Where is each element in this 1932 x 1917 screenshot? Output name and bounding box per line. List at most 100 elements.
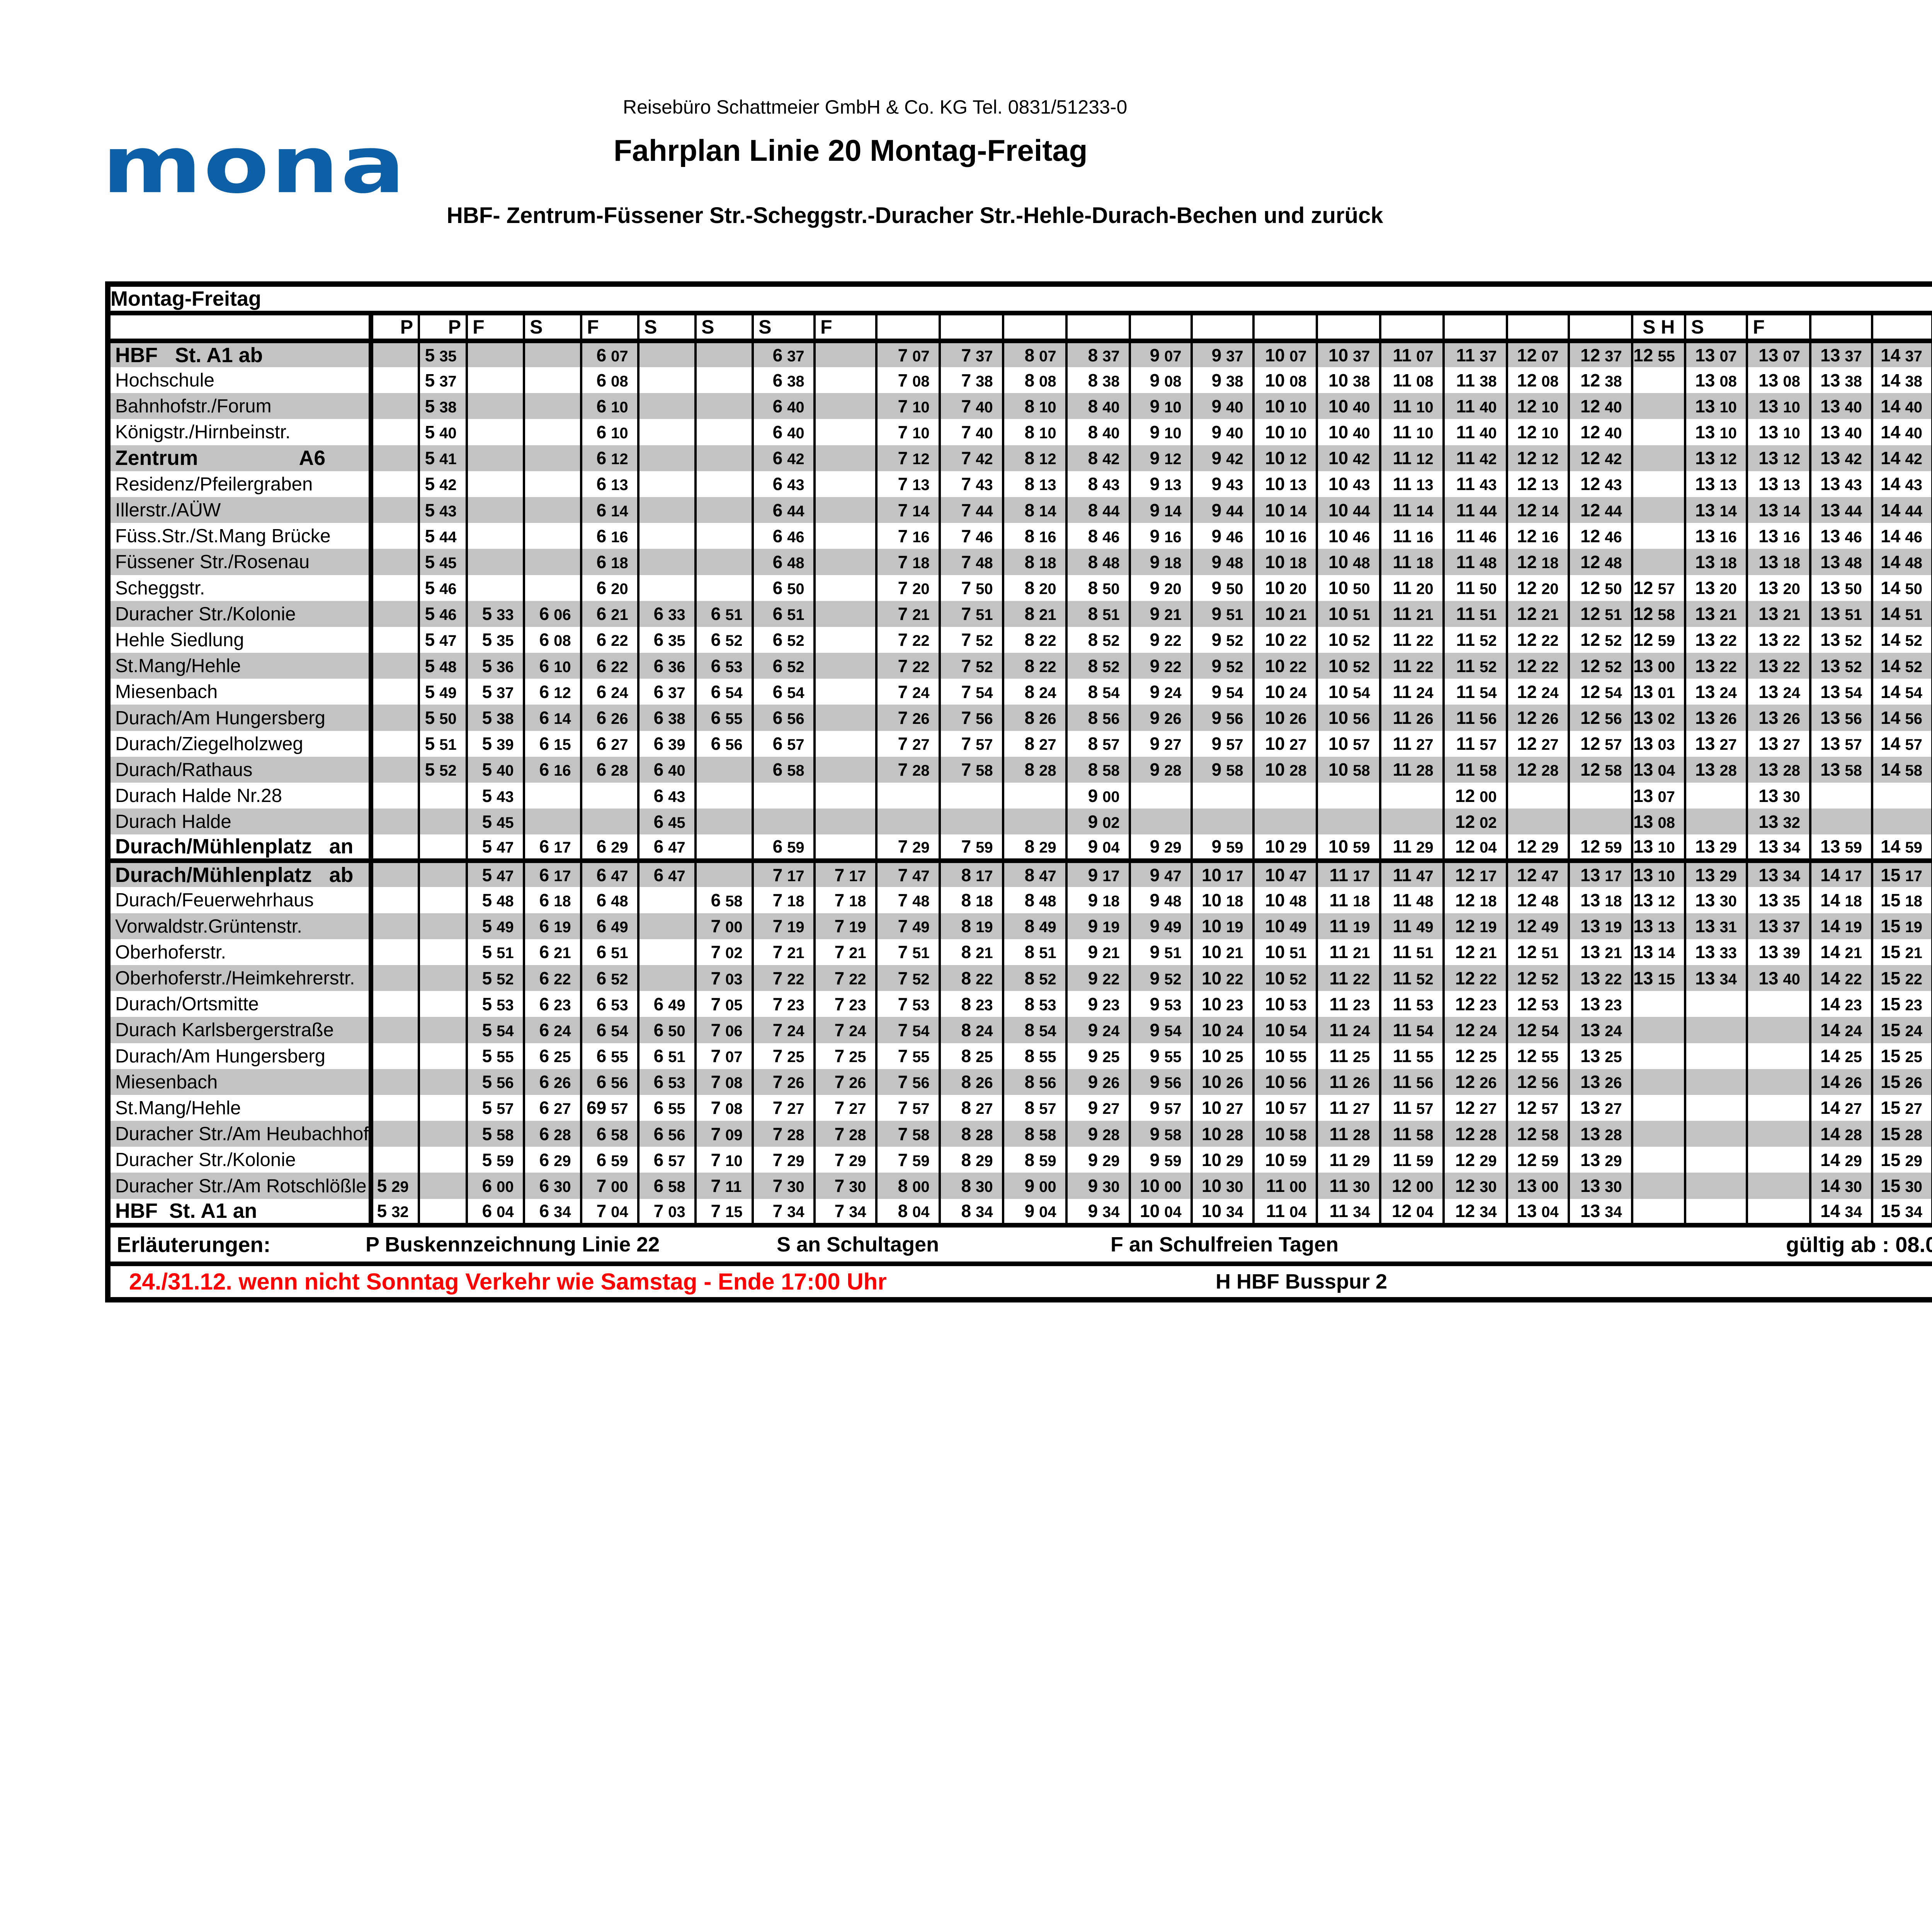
time-cell [523, 549, 582, 575]
time-cell [1190, 783, 1254, 809]
time-cell [1631, 497, 1685, 523]
time-cell [1684, 1121, 1747, 1147]
time-hour: 12 [1633, 345, 1653, 365]
time-cell: 8 22 [939, 965, 1003, 991]
time-minute: 08 [1541, 373, 1559, 390]
time-minute: 37 [439, 373, 457, 390]
time-hour: 6 [772, 396, 783, 416]
time-hour: 11 [1456, 552, 1475, 572]
time-hour: 8 [1024, 916, 1035, 936]
time-hour: 12 [1455, 942, 1475, 962]
time-hour: 9 [1211, 604, 1222, 624]
time-hour: 7 [898, 865, 908, 885]
time-minute: 17 [554, 839, 571, 856]
table-row: Durach Karlsbergerstraße 5 54 6 24 6 54 6 50 7 06 7… [108, 1017, 1932, 1043]
table-row: Oberhoferstr./Heimkehrerstr. 5 52 6 22 6 52 7 03… [108, 965, 1932, 991]
time-minute: 40 [976, 424, 993, 442]
time-cell: 15 17 [1871, 861, 1932, 887]
time-cell: 10 23 [1190, 991, 1254, 1017]
time-hour: 8 [1024, 604, 1035, 624]
time-cell: 14 56 [1871, 705, 1932, 731]
time-minute: 25 [1480, 1049, 1497, 1066]
time-cell: 8 53 [1002, 991, 1067, 1017]
time-hour: 11 [1329, 942, 1349, 962]
time-minute: 14 [1719, 502, 1737, 520]
time-cell: 6 53 [580, 991, 639, 1017]
time-cell: 10 13 [1252, 471, 1317, 497]
time-hour: 7 [961, 708, 971, 728]
stop-name: Duracher Str./Kolonie [108, 1147, 374, 1173]
time-minute: 57 [1905, 736, 1922, 754]
time-hour: 5 [482, 968, 492, 988]
time-hour: 13 [1695, 604, 1715, 624]
time-minute: 57 [976, 736, 993, 754]
time-cell: 13 22 [1746, 653, 1811, 679]
time-hour: 8 [1024, 734, 1035, 754]
time-minute: 40 [1480, 398, 1497, 416]
time-minute: 22 [849, 970, 866, 988]
time-minute: 50 [1102, 581, 1120, 598]
time-cell: 5 45 [466, 809, 524, 835]
time-minute: 50 [976, 581, 993, 598]
time-hour: 5 [482, 1124, 492, 1144]
time-hour: 15 [1881, 1072, 1901, 1092]
time-minute: 51 [1605, 606, 1622, 624]
time-cell: 12 22 [1506, 627, 1569, 653]
time-hour: 11 [1393, 1046, 1412, 1066]
time-minute: 18 [1289, 554, 1307, 572]
time-minute: 51 [1845, 606, 1862, 624]
time-cell [466, 523, 524, 549]
time-cell: 13 14 [1684, 497, 1747, 523]
time-cell [370, 367, 419, 393]
time-minute: 18 [1480, 892, 1497, 910]
time-hour: 12 [1580, 370, 1600, 390]
time-cell: 8 17 [939, 861, 1003, 887]
time-hour: 8 [961, 916, 971, 936]
time-minute: 52 [787, 632, 804, 650]
time-hour: 6 [772, 448, 783, 468]
time-cell: 7 37 [939, 341, 1003, 367]
time-minute: 08 [1719, 373, 1737, 390]
time-cell: 12 40 [1568, 393, 1633, 419]
time-cell: 5 43 [466, 783, 524, 809]
time-minute: 21 [554, 945, 571, 962]
time-minute: 20 [1416, 581, 1434, 598]
time-cell: 9 23 [1065, 991, 1130, 1017]
time-minute: 22 [1039, 632, 1056, 650]
time-minute: 26 [1164, 710, 1182, 728]
time-hour: 13 [1695, 759, 1715, 780]
legend-row: Erläuterungen: P Buskennzeichnung Linie 2… [108, 1222, 1932, 1264]
time-minute: 58 [1416, 1126, 1434, 1144]
time-hour: 12 [1580, 345, 1600, 365]
time-cell: 10 37 [1316, 341, 1381, 367]
stop-column-header [108, 313, 374, 343]
time-hour: 12 [1580, 630, 1600, 650]
time-minute: 54 [1039, 1022, 1056, 1040]
time-cell [813, 341, 877, 367]
time-minute: 57 [668, 1152, 685, 1170]
time-cell [1684, 783, 1747, 809]
time-cell [637, 341, 696, 367]
time-hour: 5 [425, 396, 435, 416]
stop-name: HBF St. A1 an [108, 1199, 374, 1225]
time-cell [370, 1043, 419, 1069]
time-minute: 48 [1905, 554, 1922, 572]
time-cell: 8 57 [1065, 730, 1130, 757]
time-cell [1631, 549, 1685, 575]
time-cell: 6 45 [637, 809, 696, 835]
time-hour: 7 [898, 1072, 908, 1092]
stop-name-suffix: A6 [299, 446, 326, 470]
time-minute: 49 [1289, 919, 1307, 936]
time-cell: 7 58 [939, 756, 1003, 783]
time-minute: 19 [849, 919, 866, 936]
time-hour: 12 [1391, 1176, 1412, 1196]
time-minute: 47 [1289, 868, 1307, 885]
time-minute: 34 [1783, 839, 1800, 856]
time-minute: 26 [554, 1074, 571, 1092]
time-hour: 7 [834, 1072, 845, 1092]
time-hour: 9 [1211, 345, 1222, 365]
time-hour: 12 [1517, 865, 1537, 885]
table-row: Duracher Str./Am Rotschlößle 5 29 6 00 6 30 7 00… [108, 1173, 1932, 1199]
time-hour: 9 [1150, 1098, 1160, 1118]
table-row: Durach Halde5456459021202130813321702 [108, 809, 1932, 835]
